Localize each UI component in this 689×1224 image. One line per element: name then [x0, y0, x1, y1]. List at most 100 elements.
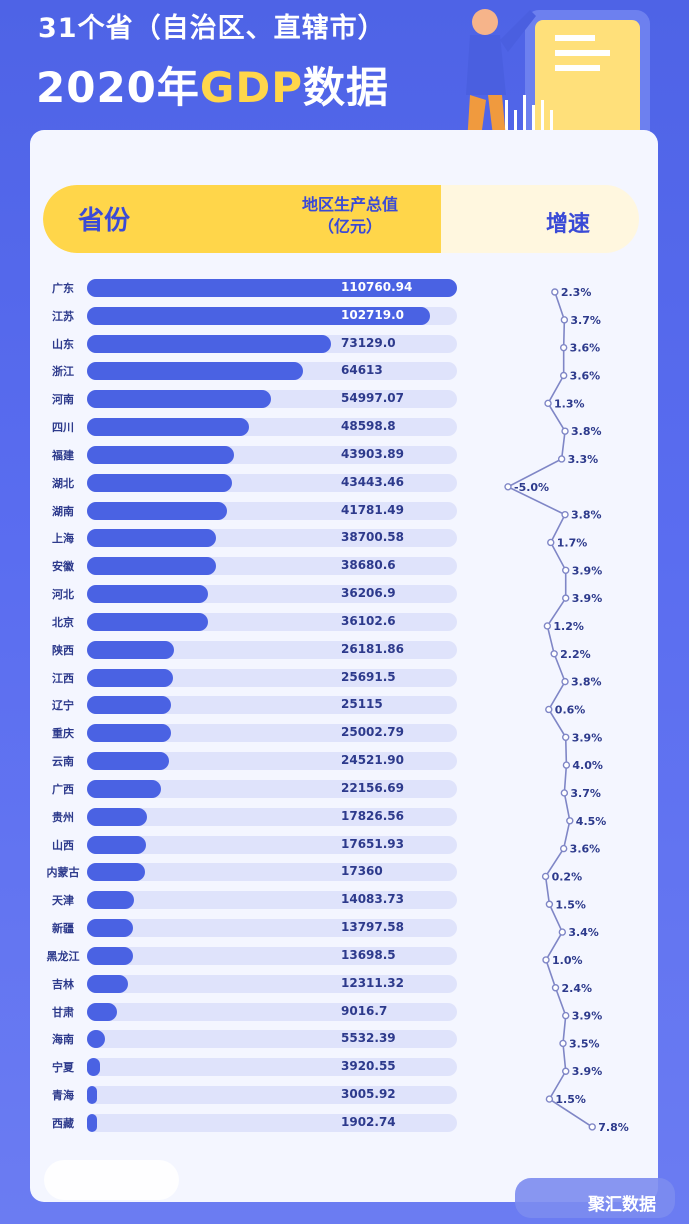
gdp-bar — [87, 445, 234, 464]
gdp-bar — [87, 390, 271, 409]
bar-row: 天津 14083.73 — [0, 891, 689, 910]
province-label: 四川 — [52, 421, 74, 435]
bar-row: 青海 3005.92 — [0, 1086, 689, 1105]
header-gdp: 地区生产总值 （亿元） — [280, 194, 420, 238]
bar-row: 上海 38700.58 — [0, 529, 689, 548]
province-label: 河南 — [52, 393, 74, 407]
province-label: 吉林 — [52, 977, 74, 991]
bar-row: 海南 5532.39 — [0, 1030, 689, 1049]
province-label: 甘肃 — [52, 1005, 74, 1019]
bar-row: 山东 73129.0 — [0, 334, 689, 353]
bar-row: 浙江 64613 — [0, 362, 689, 381]
bar-row: 新疆 13797.58 — [0, 919, 689, 938]
province-label: 安徽 — [52, 560, 74, 574]
title-line1: 31个省（自治区、直辖市） — [38, 13, 386, 44]
bar-row: 重庆 25002.79 — [0, 724, 689, 743]
table-header-bar — [43, 185, 639, 253]
province-label: 天津 — [52, 894, 74, 908]
gdp-value-label: 64613 — [341, 363, 383, 378]
gdp-value-label: 3920.55 — [341, 1059, 396, 1074]
bar-row: 内蒙古 17360 — [0, 863, 689, 882]
gdp-bar — [87, 974, 129, 993]
gdp-value-label: 25691.5 — [341, 669, 396, 684]
province-label: 湖南 — [52, 504, 74, 518]
bar-row: 宁夏 3920.55 — [0, 1058, 689, 1077]
bar-track — [87, 863, 457, 882]
gdp-bar — [87, 919, 134, 938]
gdp-bar — [87, 946, 133, 965]
gdp-bar — [87, 612, 208, 631]
province-label: 广东 — [52, 282, 74, 295]
gdp-bar — [87, 891, 135, 910]
gdp-bar — [87, 362, 303, 381]
header-gdp-line1: 地区生产总值 — [301, 195, 398, 214]
gdp-bar — [87, 1113, 97, 1132]
gdp-bar — [87, 1002, 118, 1021]
gdp-value-label: 110760.94 — [341, 280, 413, 294]
province-label: 上海 — [52, 532, 74, 546]
blurred-logo — [44, 1160, 179, 1200]
bar-row: 陕西 26181.86 — [0, 640, 689, 659]
province-label: 西藏 — [52, 1116, 74, 1130]
bar-track — [87, 1058, 457, 1077]
watermark: 聚汇数据 — [588, 1195, 656, 1215]
province-label: 陕西 — [52, 643, 74, 657]
gdp-value-label: 38680.6 — [341, 558, 396, 573]
bar-row: 云南 24521.90 — [0, 752, 689, 771]
bar-track — [87, 919, 457, 938]
province-label: 海南 — [52, 1033, 74, 1047]
bar-track — [87, 696, 457, 715]
bar-row: 湖北 43443.46 — [0, 473, 689, 492]
bar-track — [87, 668, 457, 687]
gdp-value-label: 12311.32 — [341, 975, 405, 990]
gdp-value-label: 17651.93 — [341, 836, 405, 851]
bar-row: 河北 36206.9 — [0, 585, 689, 604]
bar-track — [87, 640, 457, 659]
province-label: 云南 — [52, 755, 74, 769]
province-label: 福建 — [52, 448, 74, 462]
gdp-value-label: 25115 — [341, 697, 383, 712]
bar-row: 贵州 17826.56 — [0, 807, 689, 826]
gdp-value-label: 17360 — [341, 864, 383, 879]
gdp-bar — [87, 585, 208, 604]
gdp-value-label: 73129.0 — [341, 335, 396, 350]
gdp-bar — [87, 863, 145, 882]
watermark-badge — [515, 1178, 675, 1218]
gdp-value-label: 36102.6 — [341, 613, 396, 628]
gdp-bar — [87, 668, 173, 687]
bar-row: 江西 25691.5 — [0, 668, 689, 687]
gdp-value-label: 14083.73 — [341, 892, 405, 907]
illustration-person-icon — [460, 9, 650, 167]
gdp-bar — [87, 473, 233, 492]
province-label: 江苏 — [52, 309, 74, 323]
province-label: 河北 — [52, 588, 74, 602]
bar-row: 福建 43903.89 — [0, 445, 689, 464]
bar-row: 北京 36102.6 — [0, 612, 689, 631]
gdp-bar — [87, 557, 217, 576]
bar-row: 湖南 41781.49 — [0, 501, 689, 520]
gdp-value-label: 102719.0 — [341, 307, 405, 322]
province-label: 新疆 — [52, 922, 74, 936]
gdp-bar — [87, 807, 147, 826]
bar-track — [87, 891, 457, 910]
title-year: 2020年 — [36, 63, 200, 112]
header-gdp-line2: （亿元） — [317, 217, 382, 236]
bar-track — [87, 1002, 457, 1021]
gdp-bar — [87, 306, 431, 325]
header-growth: 增速 — [546, 212, 591, 237]
gdp-bar — [87, 1086, 98, 1105]
bar-row: 广东 110760.94 — [0, 279, 689, 297]
gdp-bar — [87, 529, 217, 548]
province-label: 黑龙江 — [46, 949, 80, 963]
gdp-value-label: 24521.90 — [341, 753, 405, 768]
bar-track — [87, 752, 457, 771]
bar-track — [87, 1113, 457, 1132]
province-label: 湖北 — [52, 476, 74, 490]
gdp-value-label: 13797.58 — [341, 920, 405, 935]
gdp-value-label: 25002.79 — [341, 725, 405, 740]
gdp-value-label: 38700.58 — [341, 530, 405, 545]
bar-track — [87, 724, 457, 743]
bar-track — [87, 807, 457, 826]
gdp-value-label: 17826.56 — [341, 808, 405, 823]
gdp-bar — [87, 279, 457, 297]
